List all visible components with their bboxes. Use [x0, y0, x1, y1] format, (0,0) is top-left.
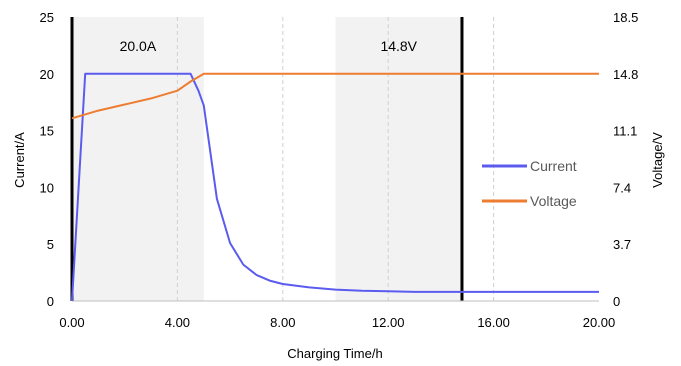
series-voltage-line [71, 72, 599, 120]
region-label-1: 20.0A [120, 38, 157, 54]
x-tick-label: 0.00 [59, 315, 84, 330]
y2-tick-label: 7.4 [613, 180, 631, 195]
region-label-2: 14.8V [380, 38, 417, 54]
y-tick-label: 0 [47, 294, 54, 309]
x-axis-title: Charging Time/h [287, 346, 382, 361]
y-tick-label: 10 [40, 180, 54, 195]
x-tick-label: 12.00 [372, 315, 405, 330]
shaded-region-1 [72, 17, 204, 301]
y2-tick-label: 14.8 [613, 67, 638, 82]
y-tick-label: 5 [47, 237, 54, 252]
data-series [71, 72, 599, 302]
y2-axis-title: Voltage/V [650, 132, 665, 188]
y2-tick-label: 0 [613, 294, 620, 309]
legend-label-voltage: Voltage [530, 193, 577, 209]
axes [70, 17, 599, 302]
x-tick-label: 8.00 [270, 315, 295, 330]
y2-tick-label: 3.7 [613, 237, 631, 252]
shaded-regions [72, 17, 462, 301]
legend: Current Voltage [482, 158, 577, 209]
y-axis-title: Current/A [12, 132, 27, 188]
y2-tick-label: 18.5 [613, 10, 638, 25]
x-tick-label: 20.00 [583, 315, 616, 330]
tick-labels: 0.00 4.00 8.00 12.00 16.00 20.00 0 5 10 15 20 25 0 3.… [40, 10, 639, 330]
y-tick-label: 20 [40, 67, 54, 82]
vertical-gridlines [176, 17, 495, 301]
series-current-line [71, 72, 599, 302]
x-tick-label: 16.00 [477, 315, 510, 330]
y-tick-label: 15 [40, 124, 54, 139]
legend-label-current: Current [530, 158, 577, 174]
y2-tick-label: 11.1 [613, 124, 637, 139]
shaded-region-2 [335, 17, 462, 301]
region-annotations: 20.0A 14.8V [120, 38, 418, 54]
y-tick-label: 25 [40, 10, 54, 25]
x-tick-label: 4.00 [165, 315, 190, 330]
